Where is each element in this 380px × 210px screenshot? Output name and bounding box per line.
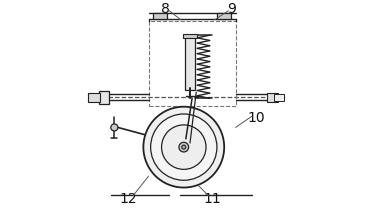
Circle shape <box>179 142 188 152</box>
Bar <box>89 93 100 102</box>
Circle shape <box>162 125 206 169</box>
Bar <box>274 94 284 101</box>
Circle shape <box>150 114 217 180</box>
Bar <box>267 93 278 102</box>
Text: 9: 9 <box>227 2 236 16</box>
Bar <box>153 13 167 19</box>
Text: 10: 10 <box>247 111 265 125</box>
Text: 8: 8 <box>161 2 169 16</box>
Bar <box>99 91 109 104</box>
Bar <box>185 35 195 90</box>
Bar <box>149 21 236 106</box>
Text: 12: 12 <box>119 192 137 206</box>
Bar <box>183 34 197 38</box>
Bar <box>217 13 231 19</box>
Circle shape <box>143 107 224 188</box>
Circle shape <box>182 145 186 149</box>
Text: 11: 11 <box>204 192 222 206</box>
Circle shape <box>111 124 118 131</box>
